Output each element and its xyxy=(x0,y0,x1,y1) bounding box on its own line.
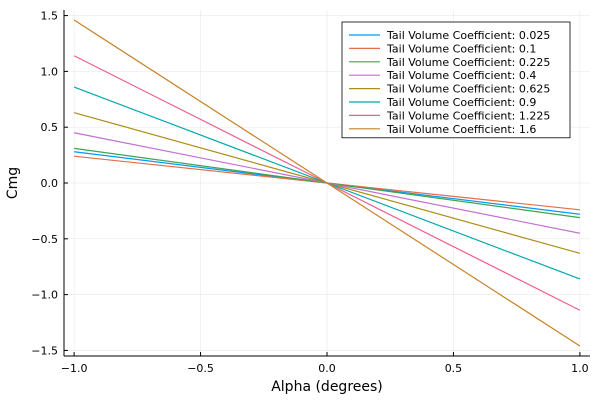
series-lines xyxy=(73,19,581,347)
y-tick-label: −0.5 xyxy=(31,233,58,246)
y-tick-label: −1.5 xyxy=(31,344,58,357)
series-line-8 xyxy=(73,19,581,347)
x-axis-label: Alpha (degrees) xyxy=(271,379,383,395)
y-axis-label: Cmg xyxy=(5,167,21,199)
x-tick-label: −0.5 xyxy=(187,362,214,375)
y-tick-label: 0.0 xyxy=(41,177,59,190)
legend-entry: Tail Volume Coefficient: 0.625 xyxy=(386,83,550,96)
x-ticks: −1.0 −0.5 0.0 0.5 1.0 xyxy=(61,352,589,375)
y-ticks: −1.5 −1.0 −0.5 0.0 0.5 1.0 1.5 xyxy=(31,10,68,357)
legend-entry: Tail Volume Coefficient: 0.4 xyxy=(386,69,536,82)
y-tick-label: −1.0 xyxy=(31,289,58,302)
y-tick-label: 1.5 xyxy=(41,10,59,23)
legend-entry: Tail Volume Coefficient: 0.225 xyxy=(386,56,550,69)
y-tick-label: 1.0 xyxy=(41,65,59,78)
legend-entry: Tail Volume Coefficient: 0.9 xyxy=(386,96,536,109)
x-tick-label: 0.5 xyxy=(445,362,463,375)
x-tick-label: −1.0 xyxy=(61,362,88,375)
legend-entry: Tail Volume Coefficient: 1.225 xyxy=(386,109,550,122)
legend-entry: Tail Volume Coefficient: 1.6 xyxy=(386,123,536,136)
x-tick-label: 1.0 xyxy=(571,362,589,375)
x-tick-label: 0.0 xyxy=(318,362,336,375)
y-tick-label: 0.5 xyxy=(41,121,59,134)
legend-box xyxy=(341,21,571,139)
legend-entry: Tail Volume Coefficient: 0.1 xyxy=(386,42,536,55)
legend-entry: Tail Volume Coefficient: 0.025 xyxy=(386,29,550,42)
